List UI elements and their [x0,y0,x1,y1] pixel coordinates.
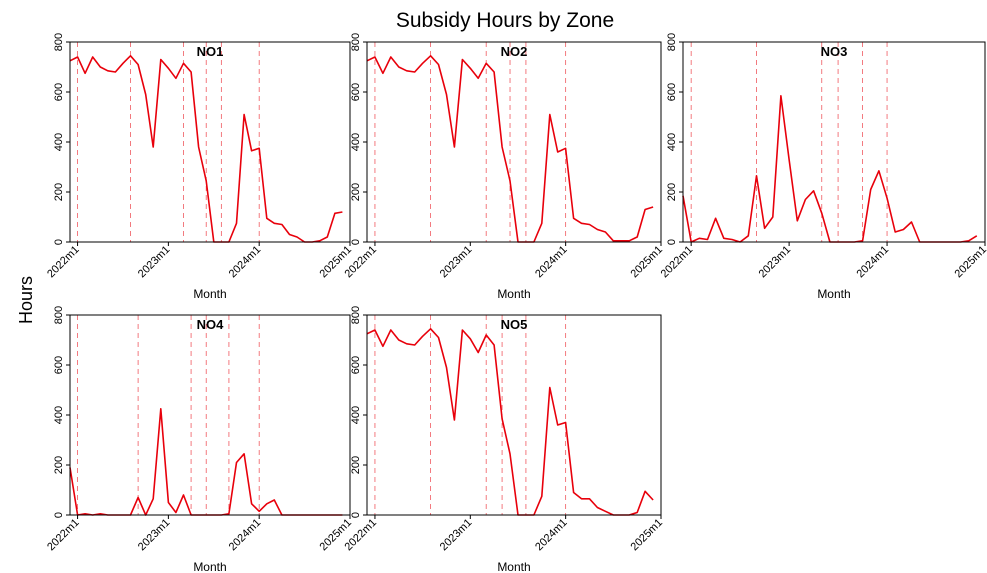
y-tick-label: 600 [53,356,65,374]
panel-label: NO4 [197,317,225,332]
x-axis-label: Month [817,287,850,301]
panel-frame [682,41,986,243]
panel-no3: NO3 0 200 400 600 800 2022m1 2023m1 2024m1 2025m1… [659,33,987,301]
x-tick-label: 2023m1 [438,244,475,281]
y-tick-label: 0 [53,239,65,245]
panel-label: NO2 [501,44,528,59]
y-tick-label: 800 [666,33,678,51]
y-tick-label: 800 [53,306,65,324]
series-line-no1 [69,54,343,243]
y-tick-label: 400 [350,406,362,424]
x-tick-label: 2024m1 [533,517,570,554]
y-tick-label: 0 [350,239,362,245]
y-tick-label: 200 [53,456,65,474]
y-tick-label: 0 [53,512,65,518]
chart-title: Subsidy Hours by Zone [396,9,614,32]
y-tick-label: 400 [53,133,65,151]
x-tick-label: 2024m1 [855,244,892,281]
x-tick-label: 2024m1 [227,517,264,554]
x-tick-label: 2023m1 [136,517,173,554]
series-line-no3 [682,95,978,243]
panels: NO1 0 200 400 600 800 2022m1 2023m1 2024m1 2025m1… [45,33,987,573]
x-tick-label: 2025m1 [629,517,666,554]
panel-frame [69,314,351,516]
y-tick-label: 800 [53,33,65,51]
y-tick-label: 0 [350,512,362,518]
series-line-no5 [366,327,654,516]
y-axis-label: Hours [16,276,36,324]
x-tick-label: 2022m1 [45,244,82,281]
y-tick-label: 200 [350,456,362,474]
x-axis-label: Month [193,560,226,573]
x-tick-label: 2025m1 [629,244,666,281]
x-tick-label: 2023m1 [757,244,794,281]
y-tick-label: 400 [666,133,678,151]
x-tick-label: 2025m1 [953,244,987,281]
y-tick-label: 600 [350,356,362,374]
x-tick-label: 2024m1 [227,244,264,281]
x-axis-label: Month [193,287,226,301]
x-tick-label: 2022m1 [659,244,696,281]
y-tick-label: 800 [350,306,362,324]
y-tick-label: 0 [666,239,678,245]
y-tick-label: 400 [350,133,362,151]
x-tick-label: 2023m1 [136,244,173,281]
series-line-no2 [366,54,654,243]
panel-label: NO5 [501,317,528,332]
panel-label: NO1 [197,44,224,59]
x-axis-label: Month [497,287,530,301]
x-axis-label: Month [497,560,530,573]
x-tick-label: 2024m1 [533,244,570,281]
y-tick-label: 200 [666,183,678,201]
y-tick-label: 600 [666,83,678,101]
y-tick-label: 800 [350,33,362,51]
panel-label: NO3 [821,44,848,59]
x-tick-label: 2022m1 [45,517,82,554]
y-tick-label: 200 [350,183,362,201]
y-tick-label: 600 [350,83,362,101]
y-tick-label: 400 [53,406,65,424]
y-tick-label: 600 [53,83,65,101]
y-tick-label: 200 [53,183,65,201]
x-tick-label: 2023m1 [438,517,475,554]
